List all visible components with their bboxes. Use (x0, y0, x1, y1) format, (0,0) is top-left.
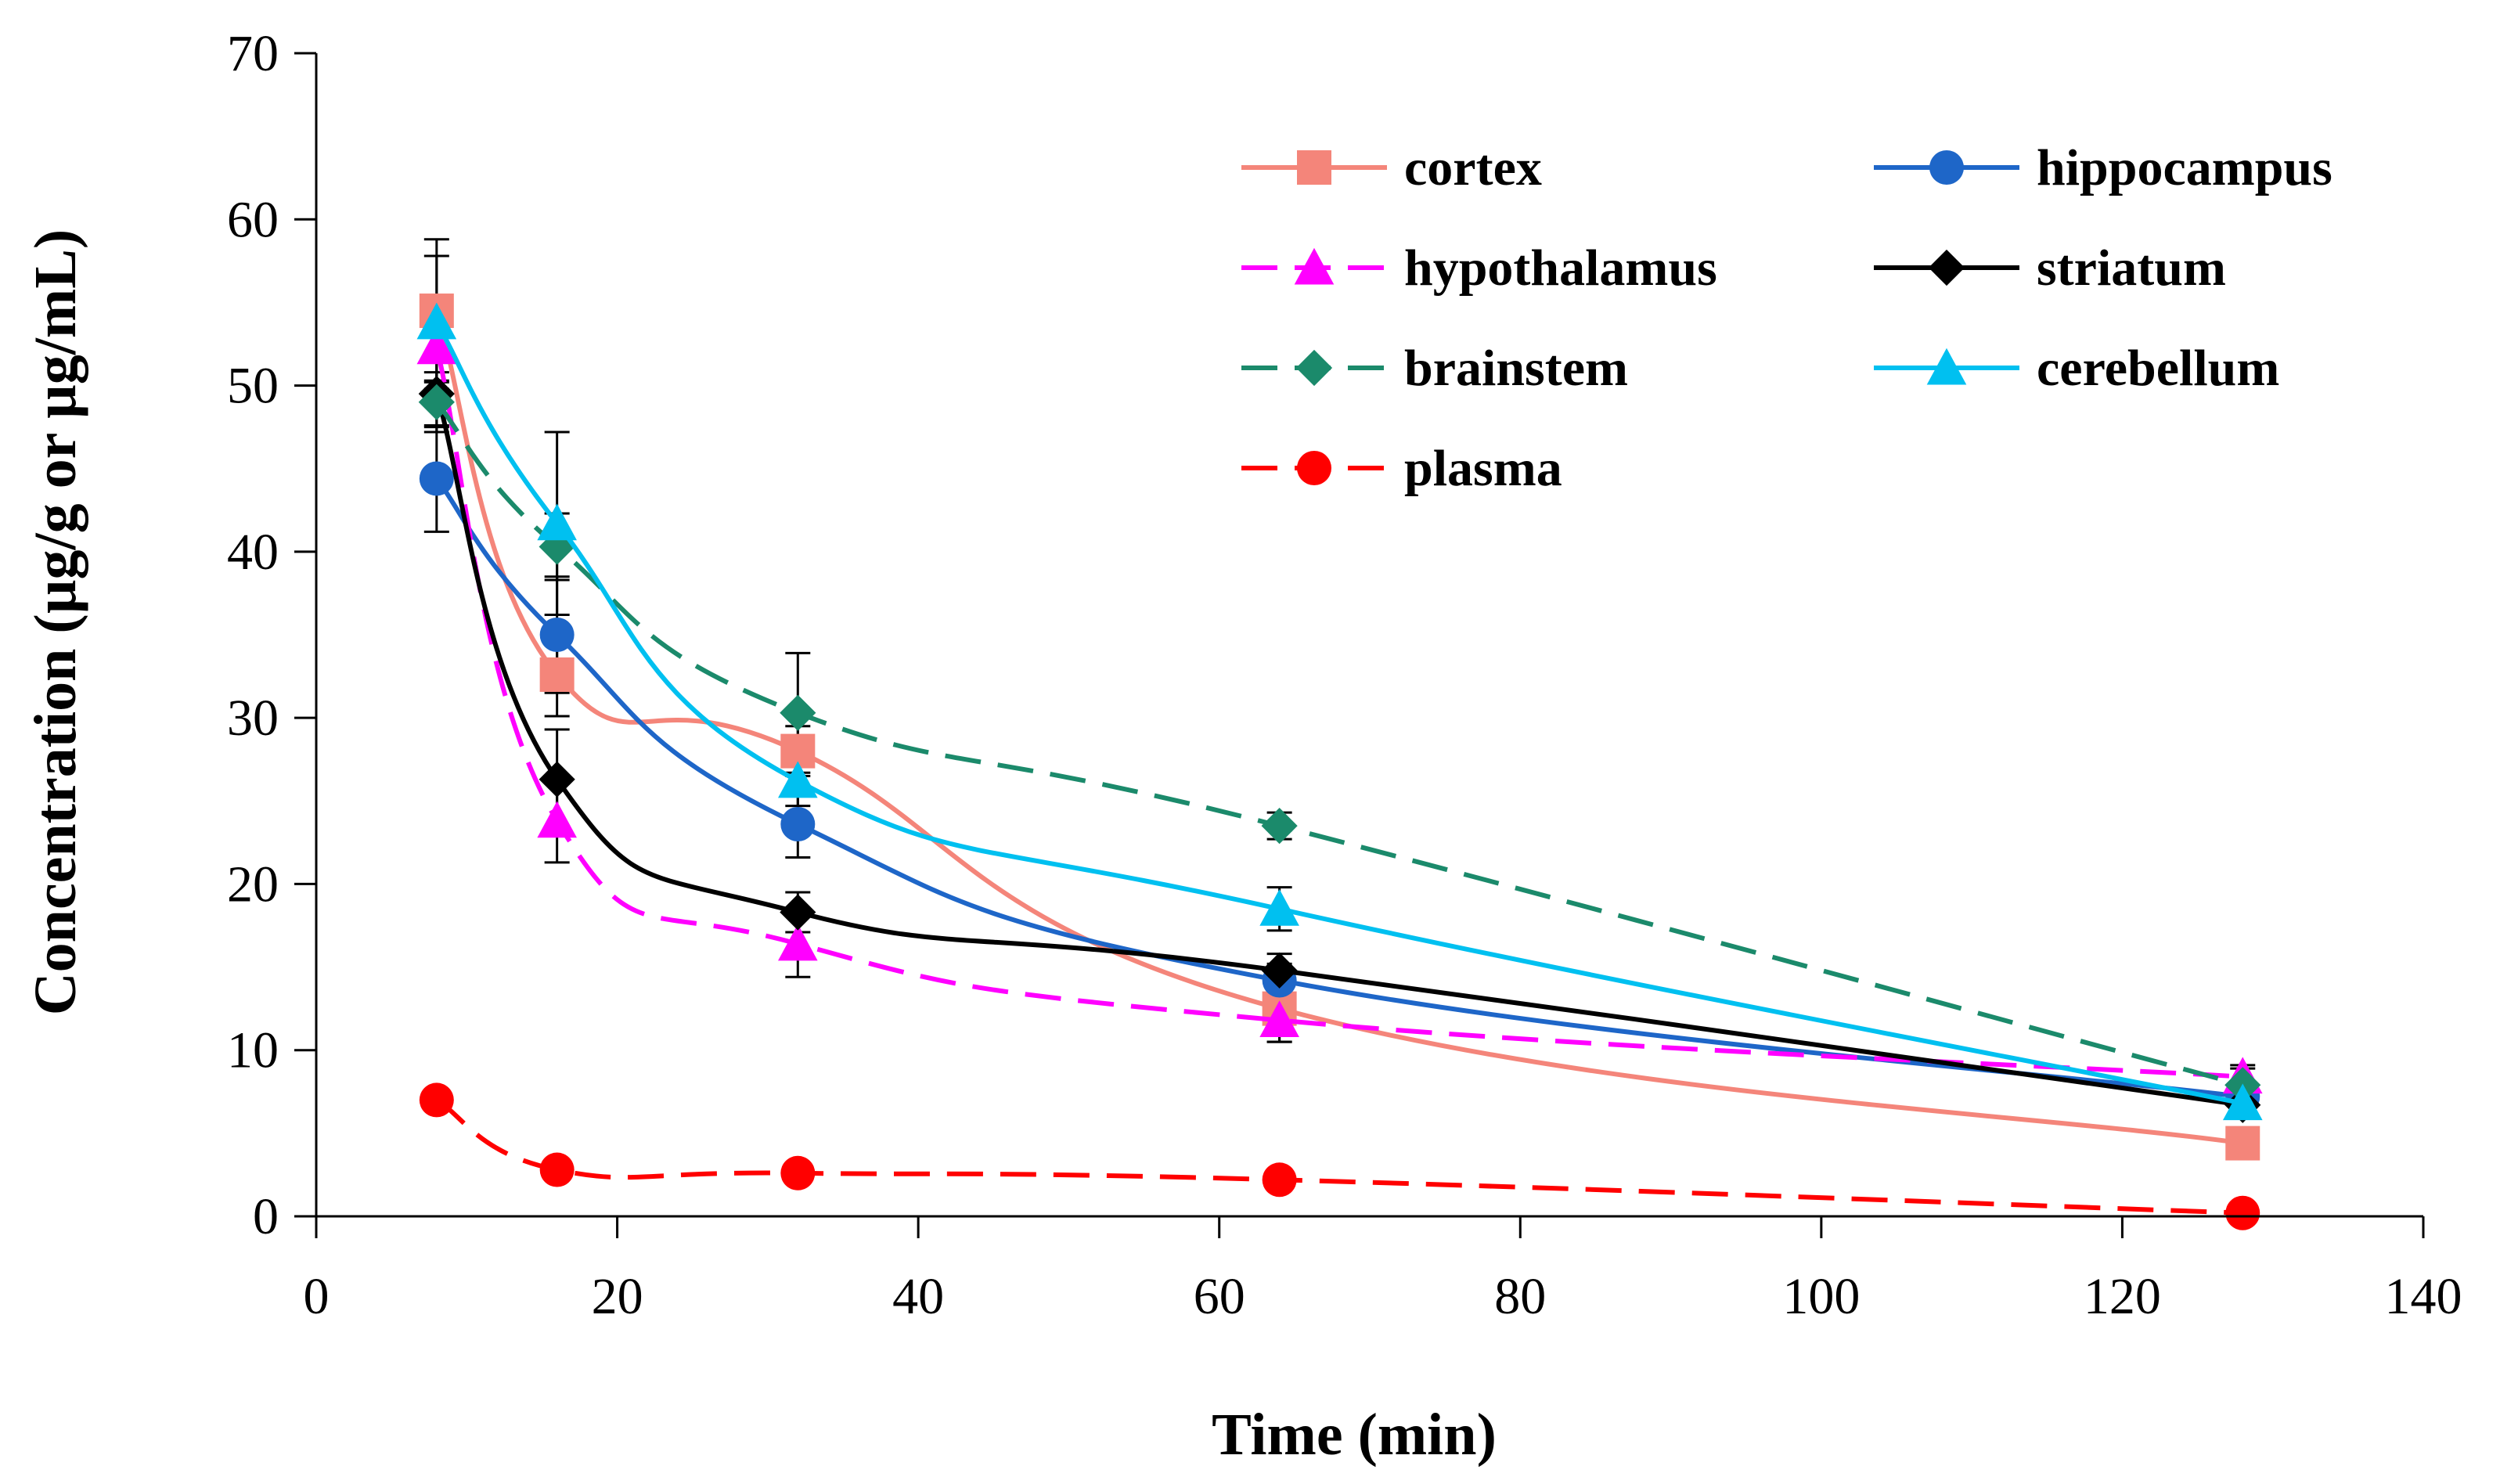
series-cortex (419, 294, 2260, 1161)
legend-swatch-marker (1295, 349, 1333, 387)
legend-label: plasma (1404, 440, 1562, 497)
data-point-cortex (539, 657, 575, 692)
legend-swatch-marker (1929, 150, 1964, 185)
error-bars-hippocampus (423, 424, 2256, 1107)
legend-swatch-marker (1926, 348, 1967, 385)
legend-entry-striatum: striatum (1874, 240, 2226, 297)
legend-label: hippocampus (2037, 139, 2332, 196)
data-point-hippocampus (419, 461, 454, 496)
data-point-hippocampus (780, 807, 816, 842)
series-line-striatum (434, 393, 2243, 1108)
legend-swatch-marker (1297, 150, 1331, 185)
y-tick-label: 60 (227, 191, 279, 248)
data-point-striatum (780, 894, 816, 931)
data-point-brainstem (780, 694, 816, 731)
data-point-hypothalamus (778, 924, 818, 961)
error-bars-striatum (423, 359, 2256, 1117)
legend-swatch-marker (1297, 451, 1331, 485)
x-tick-label: 20 (592, 1268, 643, 1325)
data-point-brainstem (1261, 808, 1298, 845)
error-bars-hypothalamus (423, 312, 2256, 1090)
series-line-plasma (435, 1097, 2243, 1216)
series-striatum (418, 376, 2261, 1123)
y-tick-label: 20 (227, 855, 279, 913)
legend-entry-cortex: cortex (1241, 139, 1542, 196)
data-point-plasma (419, 1082, 454, 1118)
legend-swatch-marker (1928, 249, 1965, 286)
x-tick-label: 80 (1494, 1268, 1546, 1325)
data-point-hypothalamus (1259, 1000, 1299, 1038)
x-tick-label: 0 (304, 1268, 330, 1325)
x-tick-label: 100 (1782, 1268, 1860, 1325)
y-tick-label: 10 (227, 1022, 279, 1079)
data-point-plasma (780, 1155, 816, 1190)
error-bars-cerebellum (423, 254, 2256, 1117)
data-point-striatum (539, 761, 575, 798)
legend-entry-brainstem: brainstem (1241, 340, 1628, 397)
data-point-striatum (1261, 952, 1298, 989)
x-tick-label: 140 (2385, 1268, 2462, 1325)
series-line-hypothalamus (434, 347, 2243, 1079)
legend-label: striatum (2037, 240, 2226, 297)
series-brainstem (418, 384, 2261, 1104)
data-point-hypothalamus (416, 327, 457, 365)
legend-entry-cerebellum: cerebellum (1874, 340, 2279, 397)
data-point-cerebellum (416, 302, 457, 340)
data-point-cerebellum (537, 503, 577, 541)
x-tick-label: 60 (1194, 1268, 1245, 1325)
series-cerebellum (416, 302, 2263, 1121)
data-point-plasma (539, 1152, 575, 1187)
data-point-cerebellum (1259, 888, 1299, 926)
data-point-hippocampus (539, 618, 575, 652)
legend-entry-hypothalamus: hypothalamus (1241, 240, 1717, 297)
y-tick-label: 50 (227, 358, 279, 415)
data-point-cortex (2225, 1126, 2260, 1161)
x-axis-title: Time (min) (1212, 1402, 1497, 1468)
legend-label: hypothalamus (1404, 240, 1717, 297)
y-tick-label: 70 (227, 25, 279, 82)
data-point-hypothalamus (537, 801, 577, 838)
y-tick-label: 0 (253, 1188, 279, 1245)
y-tick-label: 40 (227, 524, 279, 581)
series-line-cortex (434, 310, 2243, 1146)
legend-label: cortex (1404, 139, 1542, 196)
data-point-plasma (2225, 1195, 2260, 1230)
x-tick-label: 40 (892, 1268, 944, 1325)
y-axis-title: Concentration (µg/g or µg/mL) (23, 229, 88, 1015)
legend-entry-hippocampus: hippocampus (1874, 139, 2332, 196)
series-line-cerebellum (434, 321, 2243, 1106)
series-plasma (419, 1082, 2260, 1230)
data-point-plasma (1262, 1162, 1297, 1198)
legend-label: cerebellum (2037, 340, 2279, 397)
legend-swatch-marker (1294, 247, 1335, 285)
plot-area (416, 238, 2263, 1230)
data-point-cerebellum (2222, 1083, 2263, 1121)
data-point-brainstem (418, 384, 455, 420)
axes: 0 10 20 30 40 50 60 70 0 20 40 60 80 100 120 140 (227, 25, 2462, 1325)
data-point-cerebellum (778, 761, 818, 798)
y-tick-label: 30 (227, 690, 279, 747)
legend: cortex hippocampus hypothalamus striatum bra… (1241, 139, 2332, 497)
series-line-hippocampus (434, 477, 2243, 1100)
series-line-brainstem (434, 400, 2244, 1088)
data-point-brainstem (539, 528, 575, 565)
legend-entry-plasma: plasma (1241, 440, 1562, 497)
legend-label: brainstem (1404, 340, 1628, 397)
x-tick-label: 120 (2084, 1268, 2161, 1325)
